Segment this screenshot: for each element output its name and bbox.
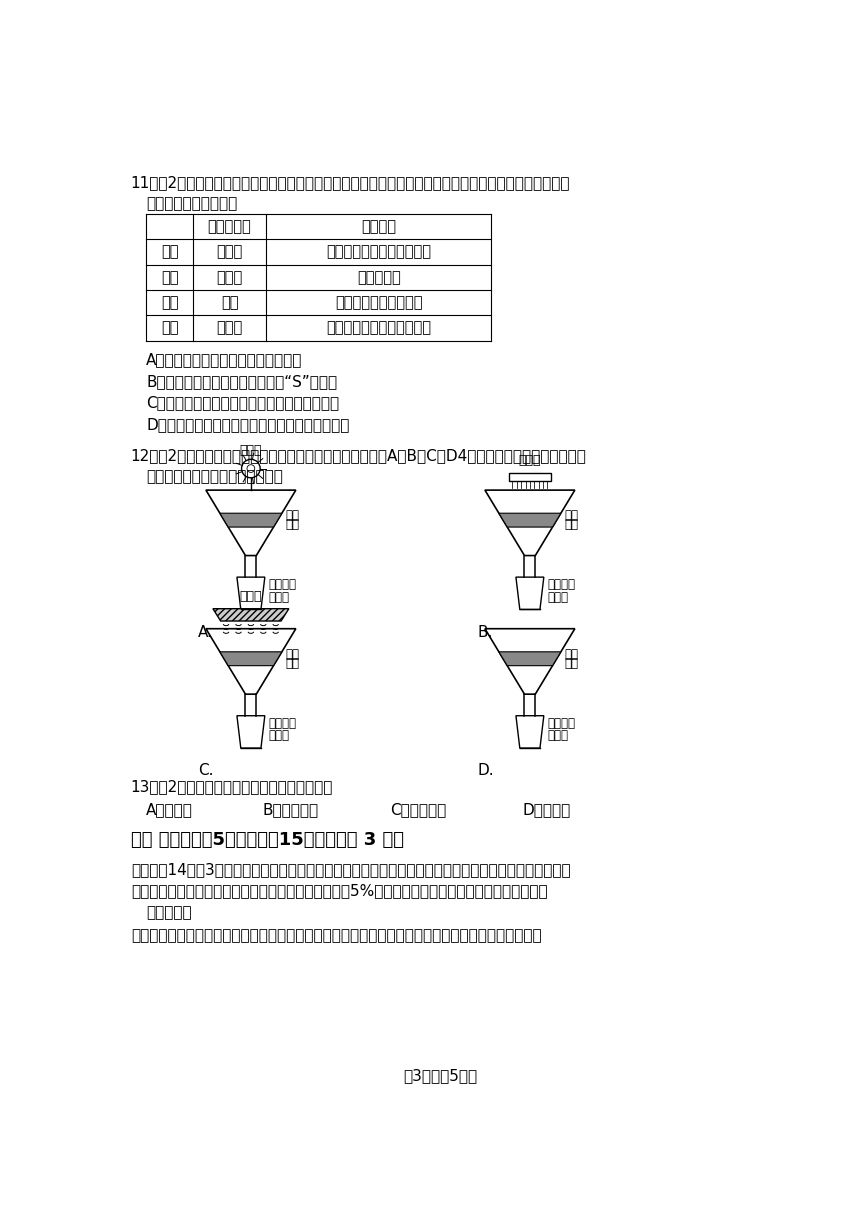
Text: （多选）14．（3分）底栋硅藻是河口泥滩潮间带生态系统中的生产者，为底栋动物提供食物。调查分析某: （多选）14．（3分）底栋硅藻是河口泥滩潮间带生态系统中的生产者，为底栋动物提供… bbox=[131, 862, 570, 877]
Text: 鲢鱼: 鲢鱼 bbox=[161, 295, 178, 310]
Text: 河口底栋硅藻群落随季节变化优势种（相对数量占比＞5%）的分布特征，结果如图。下列叙述错误的: 河口底栋硅藻群落随季节变化优势种（相对数量占比＞5%）的分布特征，结果如图。下列… bbox=[131, 884, 547, 899]
Text: 收集瓶: 收集瓶 bbox=[268, 730, 289, 742]
Text: 土样: 土样 bbox=[564, 510, 578, 522]
Text: 中下层: 中下层 bbox=[217, 270, 243, 285]
Text: 13．（2分）下列不属于种群特征的是（　　）: 13．（2分）下列不属于种群特征的是（ ） bbox=[131, 779, 333, 794]
Text: 水草、芦苇: 水草、芦苇 bbox=[357, 270, 401, 285]
Text: B.: B. bbox=[477, 625, 493, 640]
Text: 土样: 土样 bbox=[285, 510, 299, 522]
Text: 叙述错误的是（　　）: 叙述错误的是（ ） bbox=[146, 196, 237, 210]
Text: 硅藻、绿藻等浮游植物: 硅藻、绿藻等浮游植物 bbox=[335, 295, 422, 310]
Text: D．死亡率: D．死亡率 bbox=[522, 803, 570, 817]
Polygon shape bbox=[499, 652, 561, 665]
Text: 主要食物: 主要食物 bbox=[361, 219, 396, 233]
Text: 装置中，设计最合理的是（　　）: 装置中，设计最合理的是（ ） bbox=[146, 469, 283, 484]
Text: 青鱼: 青鱼 bbox=[161, 244, 178, 259]
Text: 生活的水层: 生活的水层 bbox=[207, 219, 251, 233]
Text: A．性比率: A．性比率 bbox=[146, 803, 194, 817]
Text: 土壤动物: 土壤动物 bbox=[268, 717, 296, 730]
Polygon shape bbox=[220, 652, 282, 665]
Text: C.: C. bbox=[198, 764, 213, 778]
Text: 鳙鱼: 鳙鱼 bbox=[161, 321, 178, 336]
Bar bbox=[508, 473, 551, 480]
Text: 收集瓶: 收集瓶 bbox=[268, 591, 289, 603]
Text: 土壤动物: 土壤动物 bbox=[547, 579, 575, 591]
Text: 中下层: 中下层 bbox=[217, 244, 243, 259]
Text: A.: A. bbox=[198, 625, 213, 640]
Text: 绊3页（共5页）: 绊3页（共5页） bbox=[403, 1069, 478, 1083]
Text: 土壤动物: 土壤动物 bbox=[547, 717, 575, 730]
Text: 筛网: 筛网 bbox=[564, 518, 578, 531]
Text: 热光源: 热光源 bbox=[240, 444, 262, 456]
Text: B．垂直结构: B．垂直结构 bbox=[262, 803, 318, 817]
Polygon shape bbox=[499, 513, 561, 527]
Text: 收集瓶: 收集瓶 bbox=[547, 730, 568, 742]
Text: 原生动物、水蚤等浮游动物: 原生动物、水蚤等浮游动物 bbox=[326, 321, 431, 336]
Text: 土样: 土样 bbox=[285, 648, 299, 660]
Text: 收集瓶: 收集瓶 bbox=[547, 591, 568, 603]
Text: C．四种鱼因食物的关系而在池塘中呈垂直分布: C．四种鱼因食物的关系而在池塘中呈垂直分布 bbox=[146, 395, 340, 411]
Text: 筛网: 筛网 bbox=[564, 657, 578, 670]
Text: 是（　　）: 是（ ） bbox=[146, 905, 192, 921]
Polygon shape bbox=[213, 609, 289, 621]
Text: 筛网: 筛网 bbox=[285, 518, 299, 531]
Text: 筛网: 筛网 bbox=[285, 657, 299, 670]
Text: C．年龄结构: C．年龄结构 bbox=[390, 803, 446, 817]
Text: 12．（2分）土壤动物具有趋暗、趋湿、避高温的习性，如图A、B、C、D4种土壤微型节肢动物分离收集: 12．（2分）土壤动物具有趋暗、趋湿、避高温的习性，如图A、B、C、D4种土壤微… bbox=[131, 447, 587, 463]
Text: 电热板: 电热板 bbox=[240, 590, 262, 603]
Text: 上层: 上层 bbox=[221, 295, 238, 310]
Text: B．该鱼塘内的鲢鱼种群数量将呈“S”形增长: B．该鱼塘内的鲢鱼种群数量将呈“S”形增长 bbox=[146, 373, 337, 389]
Text: 注：不同条纹代表不同优势种；空白代表除优势种外的其他底栋硅藻；不同条纹柱高代表每个优势种的: 注：不同条纹代表不同优势种；空白代表除优势种外的其他底栋硅藻；不同条纹柱高代表每… bbox=[131, 928, 542, 944]
Text: 中上层: 中上层 bbox=[217, 321, 243, 336]
Text: D．四种鱼占据着不同的生态位，不存在竞争关系: D．四种鱼占据着不同的生态位，不存在竞争关系 bbox=[146, 417, 350, 432]
Text: D.: D. bbox=[477, 764, 494, 778]
Text: 冷光源: 冷光源 bbox=[519, 455, 541, 467]
Polygon shape bbox=[220, 513, 282, 527]
Text: 11．（2分）青鱼、草鱼、鲢鱼和鳙鱼是我国传统的四大家鱼。它们在池塘生活的水层和食物见下表，下列: 11．（2分）青鱼、草鱼、鲢鱼和鳙鱼是我国传统的四大家鱼。它们在池塘生活的水层和… bbox=[131, 175, 570, 190]
Text: A．四大家鱼混养可显著提高经济效益: A．四大家鱼混养可显著提高经济效益 bbox=[146, 353, 303, 367]
Text: 螺、蕃、小河虾等底栋动物: 螺、蕃、小河虾等底栋动物 bbox=[326, 244, 431, 259]
Text: 土样: 土样 bbox=[564, 648, 578, 660]
Text: 二． 多选题（兲5小题，满分15分，每小题 3 分）: 二． 多选题（兲5小题，满分15分，每小题 3 分） bbox=[131, 832, 403, 849]
Text: 土壤动物: 土壤动物 bbox=[268, 579, 296, 591]
Text: 草鱼: 草鱼 bbox=[161, 270, 178, 285]
